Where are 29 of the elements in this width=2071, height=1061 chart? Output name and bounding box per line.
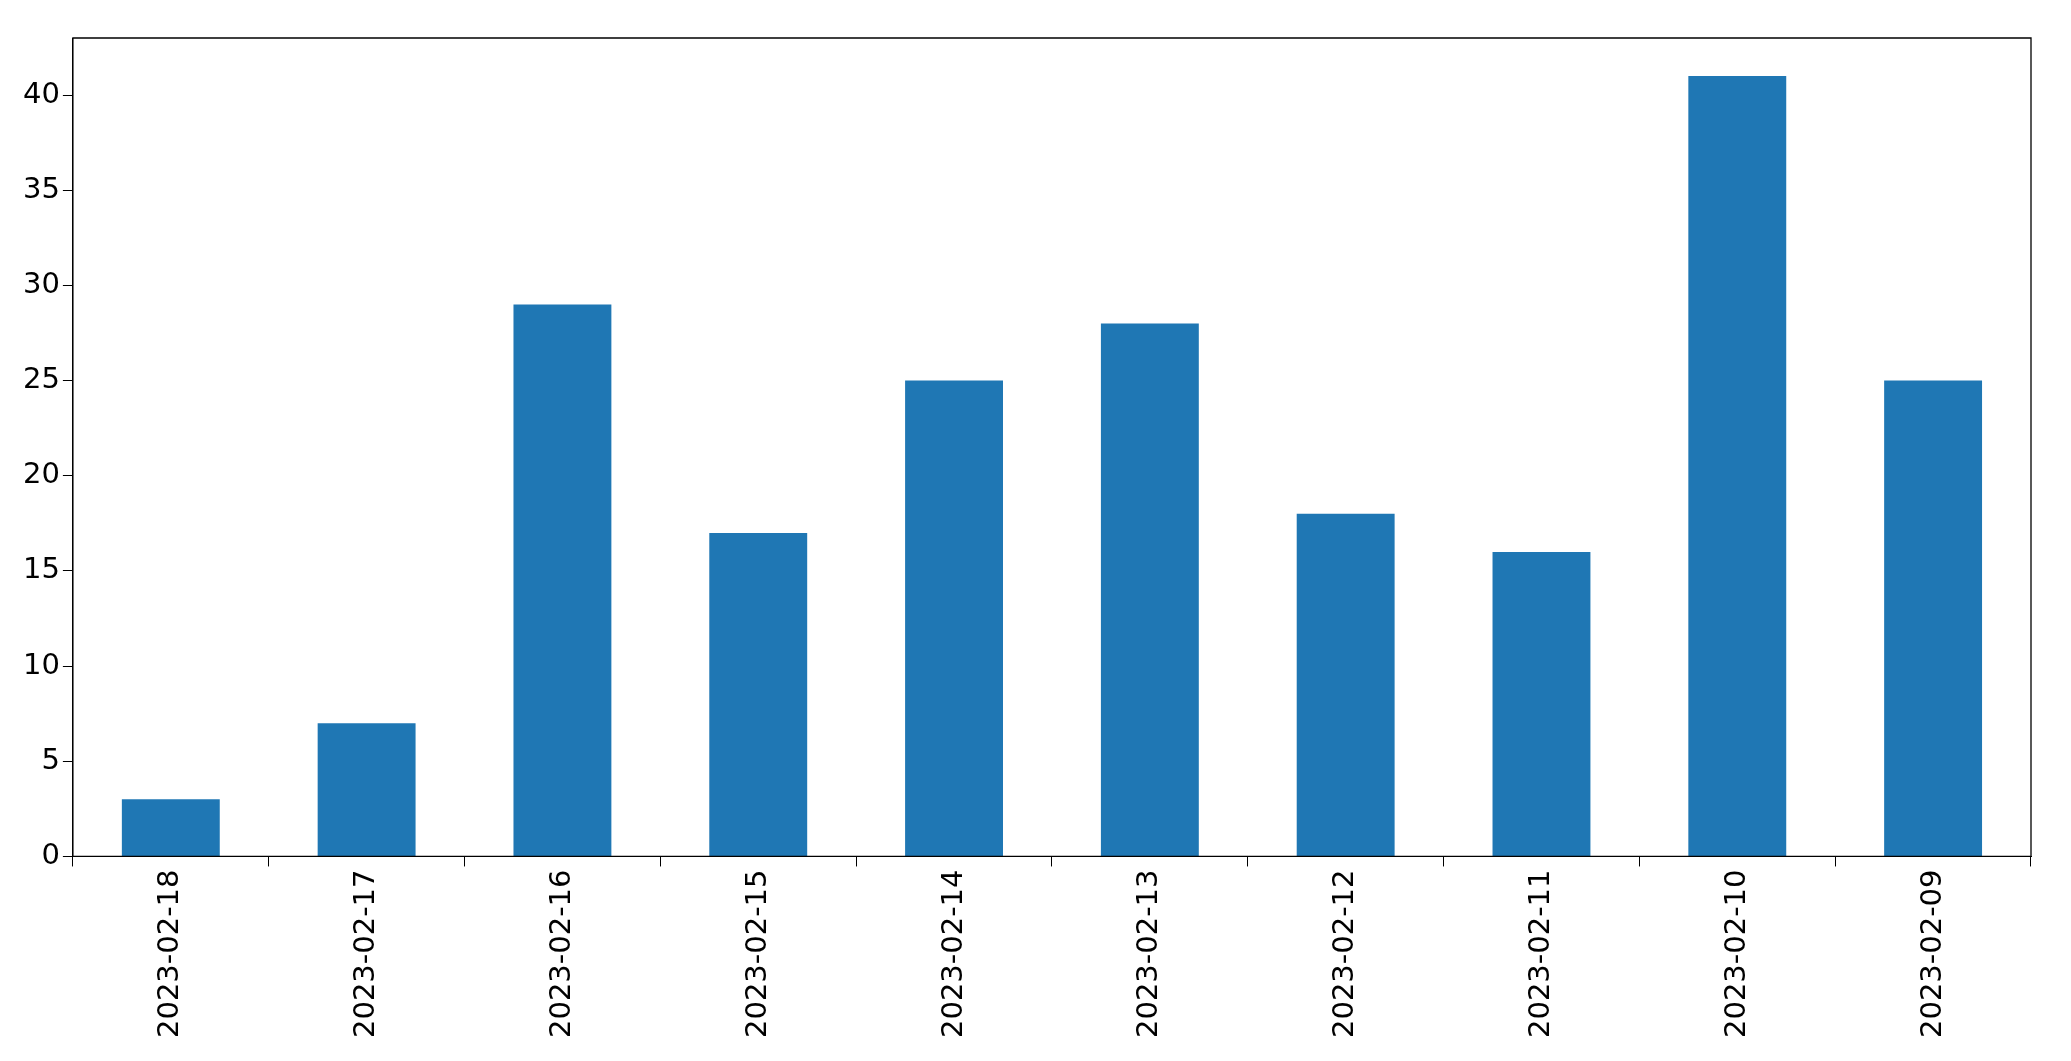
bar [1492, 551, 1591, 856]
x-tick-label: 2023-02-16 [542, 869, 577, 1039]
x-tick-label: 2023-02-09 [1913, 869, 1948, 1039]
bar [1688, 76, 1787, 856]
bar [1296, 513, 1395, 856]
x-tick-label: 2023-02-10 [1717, 869, 1752, 1039]
y-tick-label: 10 [23, 646, 60, 681]
y-tick-label: 30 [23, 265, 60, 300]
x-tick-label: 2023-02-17 [347, 869, 382, 1039]
y-tick-label: 35 [23, 170, 60, 205]
bar [513, 304, 612, 856]
x-tick-label: 2023-02-11 [1522, 869, 1557, 1039]
x-tick-label: 2023-02-14 [934, 869, 969, 1039]
y-tick-label: 25 [23, 361, 60, 396]
y-tick-label: 0 [41, 837, 60, 871]
x-tick-label: 2023-02-13 [1130, 869, 1165, 1039]
x-tick-label: 2023-02-18 [151, 869, 186, 1039]
bar [709, 532, 808, 856]
bar [317, 723, 416, 856]
y-tick-label: 40 [23, 75, 60, 110]
bar [121, 799, 220, 856]
bar [905, 380, 1003, 856]
y-tick-label: 15 [23, 551, 60, 586]
y-tick-label: 20 [23, 456, 60, 491]
bar [1884, 380, 1983, 856]
x-tick-label: 2023-02-12 [1326, 869, 1361, 1039]
bar [1100, 323, 1199, 856]
y-tick-label: 5 [41, 741, 60, 776]
x-tick-label: 2023-02-15 [738, 869, 773, 1039]
